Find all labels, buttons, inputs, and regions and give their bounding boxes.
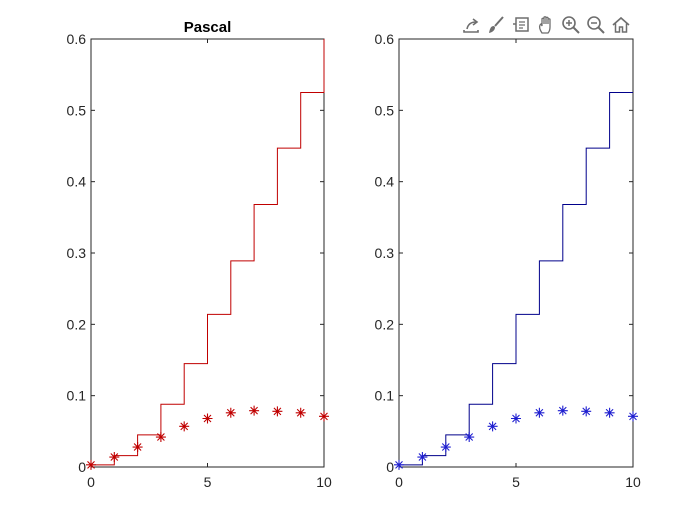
asterisk-marker (417, 452, 428, 463)
asterisk-marker (628, 411, 638, 422)
y-tick-label: 0.6 (375, 31, 395, 47)
home-icon (611, 16, 630, 33)
subplot-2: 0 5 10 0 0.1 0.2 0.3 0.4 0.5 0.6 (375, 31, 641, 490)
y-tick-label: 0.4 (67, 174, 87, 190)
y-tick-label: 0 (78, 459, 86, 475)
y-tick-label: 0 (386, 459, 394, 475)
pan-hand-icon (538, 16, 551, 34)
zoom-in-button[interactable] (560, 13, 581, 37)
y-tick-label: 0.5 (67, 102, 87, 118)
zoom-in-icon (561, 16, 580, 34)
asterisk-marker (581, 406, 592, 417)
x-tick-label: 0 (87, 474, 95, 490)
y-tick-label: 0.2 (375, 316, 395, 332)
x-tick-label: 5 (512, 474, 520, 490)
asterisk-marker (155, 432, 166, 443)
y-tick-label: 0.1 (375, 388, 395, 404)
asterisk-marker (464, 432, 475, 443)
asterisk-marker (319, 411, 329, 422)
y-tick-label: 0.4 (375, 174, 395, 190)
chart-title: Pascal (184, 19, 232, 36)
asterisk-marker (132, 442, 143, 453)
axes-box (398, 38, 634, 468)
x-tick-label: 10 (316, 474, 332, 490)
y-tick-label: 0.5 (375, 102, 395, 118)
asterisk-marker (440, 442, 451, 453)
asterisk-marker (557, 405, 568, 416)
y-tick-label: 0.3 (375, 245, 395, 261)
brush-button[interactable] (485, 13, 506, 37)
asterisk-marker (295, 407, 306, 418)
pan-button[interactable] (535, 13, 556, 37)
y-tick-label: 0.3 (67, 245, 87, 261)
asterisk-marker (86, 459, 96, 470)
subplot-1: 0 5 10 0 0.1 0.2 0.3 0.4 0.5 0.6 Pascal (67, 19, 332, 490)
x-tick-label: 5 (204, 474, 212, 490)
asterisk-marker (394, 459, 404, 470)
axes-toolbar (460, 12, 631, 38)
data-tips-button[interactable] (510, 13, 531, 37)
zoom-out-button[interactable] (585, 13, 606, 37)
asterisk-marker (202, 413, 213, 424)
export-button[interactable] (460, 13, 481, 37)
asterisk-marker (604, 407, 615, 418)
export-icon (462, 18, 479, 33)
asterisk-marker (272, 406, 283, 417)
y-tick-label: 0.2 (67, 316, 87, 332)
asterisk-marker (109, 452, 120, 463)
data-tips-icon (512, 17, 529, 32)
axes-box (90, 38, 325, 468)
x-tick-label: 10 (625, 474, 641, 490)
home-button[interactable] (610, 13, 631, 37)
asterisk-marker (179, 421, 190, 432)
y-tick-label: 0.6 (67, 31, 87, 47)
asterisk-marker (487, 421, 498, 432)
asterisk-marker (534, 407, 545, 418)
asterisk-marker (511, 413, 521, 424)
y-tick-label: 0.1 (67, 388, 87, 404)
asterisk-marker (225, 407, 236, 418)
asterisk-marker (249, 405, 260, 416)
stairs-series-line (399, 92, 633, 466)
brush-icon (488, 16, 504, 33)
x-tick-label: 0 (395, 474, 403, 490)
zoom-out-icon (586, 16, 605, 34)
